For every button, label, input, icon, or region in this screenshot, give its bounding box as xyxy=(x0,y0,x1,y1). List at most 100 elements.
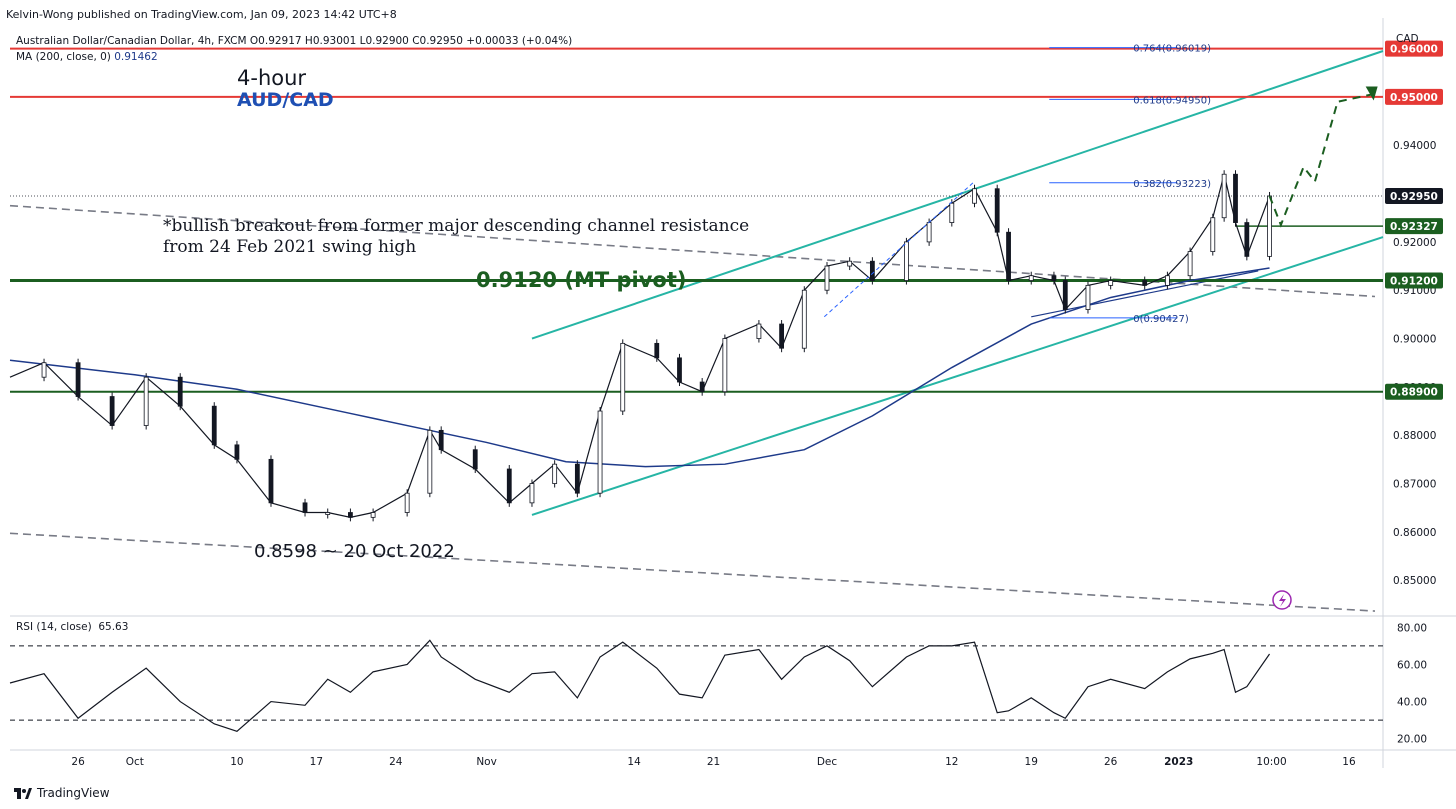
x-tick-label: 10 xyxy=(230,756,243,768)
level-badge xyxy=(1385,272,1443,289)
swing-low-label: 0.8598 ~ 20 Oct 2022 xyxy=(254,541,455,562)
candle-body xyxy=(1187,251,1193,277)
level-badge-label: 0.88900 xyxy=(1390,387,1438,399)
candle-body xyxy=(404,492,410,513)
candle-body xyxy=(1244,222,1250,257)
rsi-y-tick-label: 60.00 xyxy=(1397,659,1427,671)
ma-value: 0.91462 xyxy=(114,51,158,63)
currency-label: CAD xyxy=(1396,33,1419,45)
tradingview-logo[interactable]: TradingView xyxy=(14,786,110,800)
x-tick-label: 16 xyxy=(1342,756,1356,768)
tradingview-logo-icon xyxy=(14,787,32,799)
rsi-legend: RSI (14, close) 65.63 xyxy=(16,621,128,633)
x-tick-label: 14 xyxy=(627,756,641,768)
y-tick-label: 0.92000 xyxy=(1393,237,1436,249)
candle-body xyxy=(472,449,478,470)
rsi-label: RSI (14, close) xyxy=(16,621,92,633)
x-tick-label: 2023 xyxy=(1164,756,1193,768)
candle-body xyxy=(370,512,376,518)
candle-body xyxy=(1221,173,1227,219)
candle-body xyxy=(1165,275,1170,286)
time-axis: 26 Oct 10 17 24 Nov 14 21 Dec 12 19 26 2023 10:00 16 xyxy=(71,756,1356,768)
rsi-y-tick-label: 20.00 xyxy=(1397,734,1427,746)
candle-body xyxy=(234,444,240,460)
price-line xyxy=(9,174,1271,518)
candle-body xyxy=(824,265,830,291)
level-badge-label: 0.95000 xyxy=(1390,92,1438,104)
level-badge-label: 0.92950 xyxy=(1390,191,1438,203)
level-badge xyxy=(1385,218,1443,235)
candle-body xyxy=(1062,280,1068,310)
candle-body xyxy=(529,483,535,504)
short-support-line xyxy=(1031,270,1259,318)
rsi-line xyxy=(9,639,1271,732)
candle-body xyxy=(847,260,853,267)
candle-body xyxy=(654,342,660,359)
candle-body xyxy=(1051,275,1057,281)
x-tick-label: 21 xyxy=(707,756,720,768)
moving-average-200 xyxy=(9,267,1270,468)
candle-body xyxy=(143,376,149,426)
candle-body xyxy=(1267,195,1272,257)
candle-body xyxy=(1108,280,1114,286)
x-tick-label: Dec xyxy=(817,756,838,768)
rsi-y-tick-label: 40.00 xyxy=(1397,697,1427,709)
candle-body xyxy=(722,338,728,393)
candle-body xyxy=(177,376,183,407)
candle-body xyxy=(699,381,705,393)
former-channel-support xyxy=(9,532,1376,612)
level-badge xyxy=(1385,187,1443,204)
candle-body xyxy=(325,512,331,515)
level-badge xyxy=(1385,40,1443,57)
breakout-note-line2: from 24 Feb 2021 swing high xyxy=(163,237,417,257)
candle-body xyxy=(620,342,626,412)
y-tick-label: 0.94000 xyxy=(1393,140,1436,152)
x-tick-label: 12 xyxy=(945,756,958,768)
timeframe-label: 4-hour xyxy=(237,66,307,90)
candle-body xyxy=(677,357,682,383)
x-tick-label: 26 xyxy=(1104,756,1118,768)
fib-level-label: 0.764(0.96019) xyxy=(1133,44,1211,55)
candle-body xyxy=(1233,173,1238,223)
rsi-y-tick-label: 80.00 xyxy=(1397,622,1427,634)
y-tick-label: 0.87000 xyxy=(1393,479,1436,491)
ascending-channel-upper xyxy=(531,50,1384,340)
price-axis: 0.850000.860000.870000.880000.890000.900… xyxy=(1385,40,1443,746)
y-tick-label: 0.90000 xyxy=(1393,334,1436,346)
candle-body xyxy=(972,188,977,204)
level-badge-label: 0.92327 xyxy=(1390,221,1438,233)
x-tick-label: 17 xyxy=(310,756,323,768)
x-tick-label: Nov xyxy=(476,756,497,768)
projection-arrow-head xyxy=(1365,86,1378,101)
candle-body xyxy=(427,429,433,494)
brand-name: TradingView xyxy=(37,786,110,800)
projection-path-line xyxy=(1268,93,1372,228)
candle-body xyxy=(994,188,1000,233)
ma-legend: MA (200, close, 0) 0.91462 xyxy=(16,51,158,63)
rsi-panel xyxy=(9,639,1383,732)
candle-body xyxy=(268,458,274,504)
candle-body xyxy=(1006,231,1011,281)
fib-level-label: 0(0.90427) xyxy=(1133,314,1189,325)
rsi-value: 65.63 xyxy=(98,621,129,633)
candle-body xyxy=(949,202,955,223)
candle-body xyxy=(302,502,308,513)
published-caption: Kelvin-Wong published on TradingView.com… xyxy=(6,8,397,21)
pivot-label: 0.9120 (MT pivot) xyxy=(476,268,687,292)
trend-lines xyxy=(9,47,1384,612)
breakout-note-line1: *bullish breakout from former major desc… xyxy=(163,216,750,236)
ma-200-line xyxy=(9,267,1270,468)
x-tick-label: 24 xyxy=(389,756,403,768)
candle-body xyxy=(597,410,603,494)
level-badge xyxy=(1385,383,1443,400)
lightning-icon xyxy=(1279,594,1286,607)
y-tick-label: 0.85000 xyxy=(1393,575,1436,587)
pair-label: AUD/CAD xyxy=(237,89,334,111)
candle-body xyxy=(904,241,909,281)
ma-label: MA (200, close, 0) xyxy=(16,51,111,63)
level-badge-label: 0.91200 xyxy=(1390,276,1438,288)
price-series xyxy=(9,170,1272,522)
x-tick-label: Oct xyxy=(126,756,144,768)
candle-body xyxy=(1210,217,1216,252)
candle-body xyxy=(348,512,353,518)
